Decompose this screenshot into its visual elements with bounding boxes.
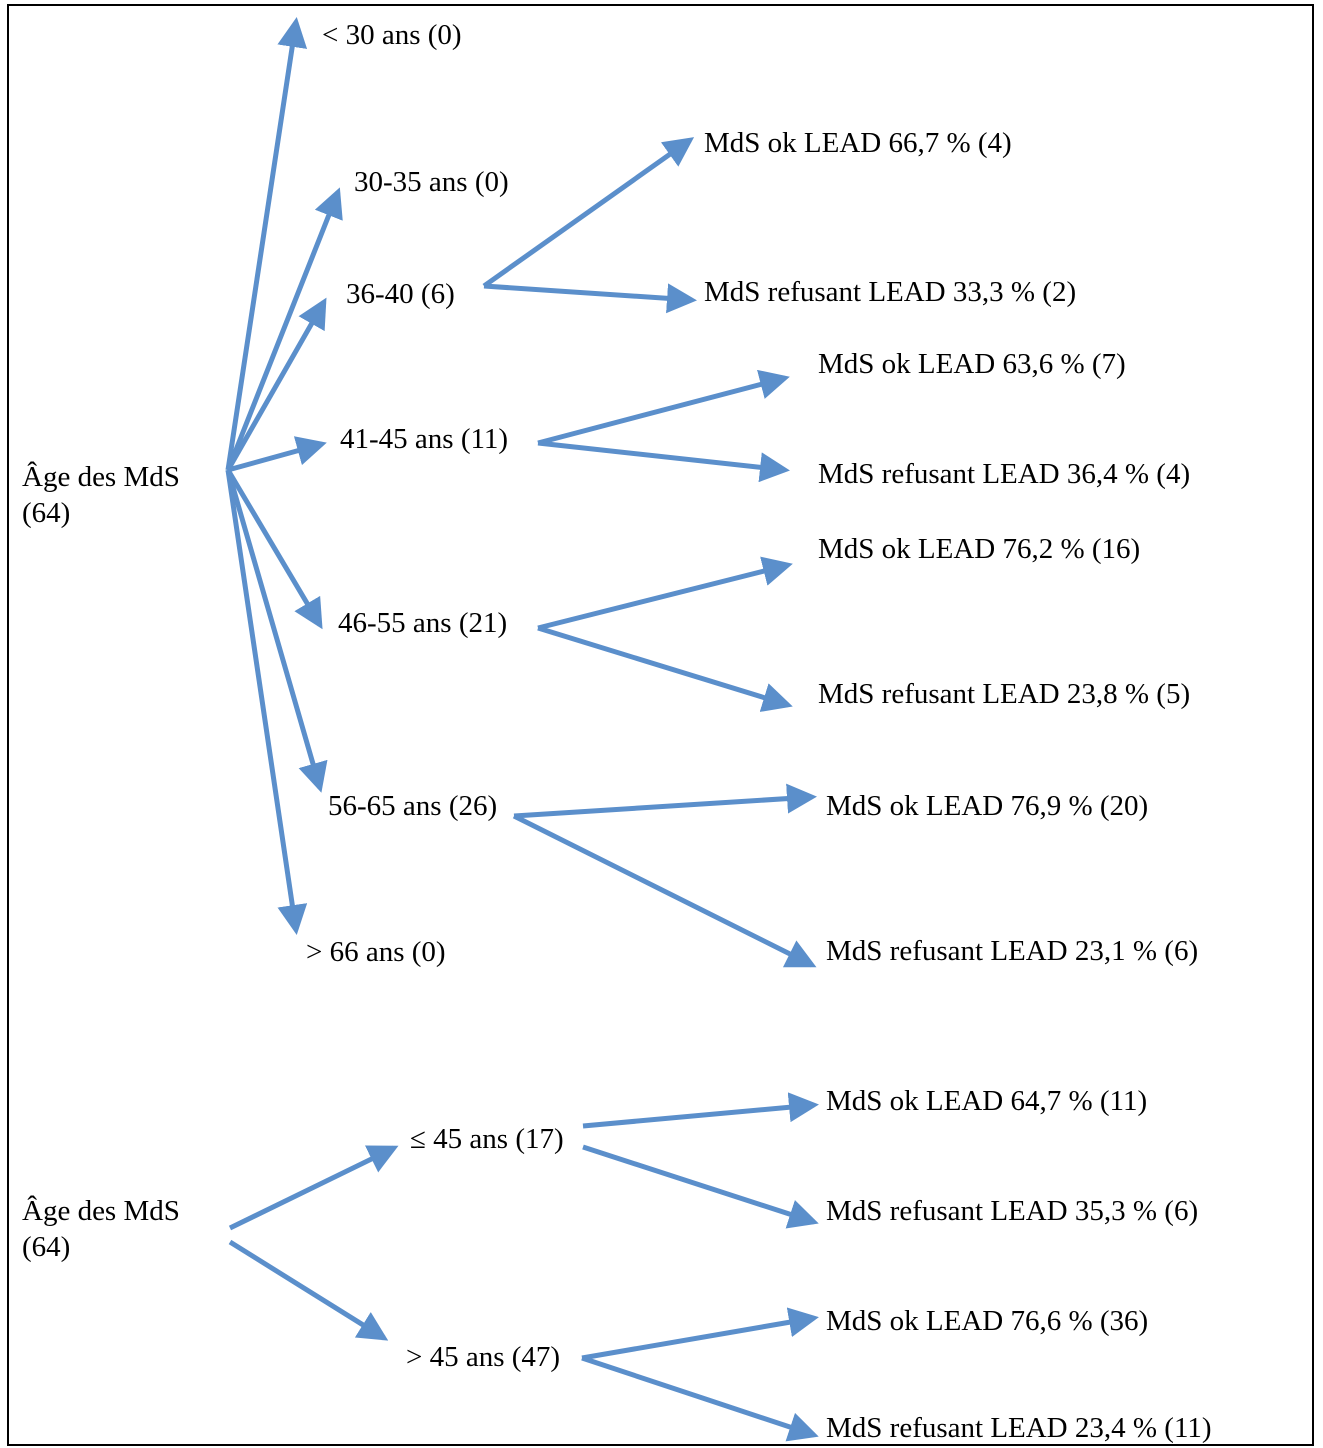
outcome-le45-refusant-label: MdS refusant LEAD 35,3 % (6) [826,1195,1198,1227]
group-56-65-label: 56-65 ans (26) [328,790,497,822]
group-gt66-label: > 66 ans (0) [306,936,446,968]
group-lt30-label: < 30 ans (0) [322,19,462,51]
root2-label-line2: (64) [22,1231,70,1263]
arrow-46-55-to-refusant [537,625,793,712]
outcome-46-55-ok-label: MdS ok LEAD 76,2 % (16) [818,533,1140,565]
arrow-root-to-46-55 [225,468,323,630]
arrow-le45-to-ok [582,1092,819,1129]
group-46-55-label: 46-55 ans (21) [338,607,507,639]
outcome-56-65-ok-label: MdS ok LEAD 76,9 % (20) [826,790,1148,822]
arrow-le45-to-refusant [582,1144,819,1229]
outcome-41-45-refusant-label: MdS refusant LEAD 36,4 % (4) [818,458,1190,490]
arrow-41-45-to-ok [537,369,790,446]
arrow-46-55-to-ok [537,556,793,631]
root2-label-line1: Âge des MdS [22,1194,180,1227]
arrow-root-to-gt66 [225,469,308,935]
arrow-root-to-30-35 [225,187,343,471]
outcome-41-45-ok-label: MdS ok LEAD 63,6 % (7) [818,348,1126,380]
arrow-root-to-36-40 [225,297,327,472]
arrow-root-to-lt30 [225,17,308,471]
arrow-56-65-to-refusant [512,813,817,968]
root1-label-line2: (64) [22,497,70,529]
group-30-35-label: 30-35 ans (0) [354,166,509,198]
outcome-gt45-ok-label: MdS ok LEAD 76,6 % (36) [826,1305,1148,1337]
arrow-41-45-to-refusant [537,440,790,483]
group-le45-label: ≤ 45 ans (17) [410,1123,564,1155]
outcome-36-40-ok-label: MdS ok LEAD 66,7 % (4) [704,127,1012,159]
arrow-36-40-to-refusant [483,283,697,314]
arrow-root2-to-le45 [228,1145,399,1231]
group-41-45-label: 41-45 ans (11) [340,423,508,455]
arrow-root2-to-gt45 [228,1239,389,1341]
group-36-40-label: 36-40 (6) [346,278,455,310]
outcome-le45-ok-label: MdS ok LEAD 64,7 % (11) [826,1085,1147,1117]
outcome-36-40-refusant-label: MdS refusant LEAD 33,3 % (2) [704,276,1076,308]
outcome-56-65-refusant-label: MdS refusant LEAD 23,1 % (6) [826,935,1198,967]
arrow-36-40-to-ok [482,137,695,289]
group-gt45-label: > 45 ans (47) [406,1341,560,1373]
arrow-gt45-to-refusant [581,1355,819,1442]
root1-label-line1: Âge des MdS [22,460,180,493]
arrow-56-65-to-ok [513,783,817,819]
diagram-frame [7,4,1314,1446]
outcome-gt45-refusant-label: MdS refusant LEAD 23,4 % (11) [826,1412,1212,1444]
arrow-gt45-to-ok [581,1307,819,1361]
outcome-46-55-refusant-label: MdS refusant LEAD 23,8 % (5) [818,678,1190,710]
arrow-root-to-41-45 [227,436,327,473]
arrow-root-to-56-65 [225,469,328,793]
